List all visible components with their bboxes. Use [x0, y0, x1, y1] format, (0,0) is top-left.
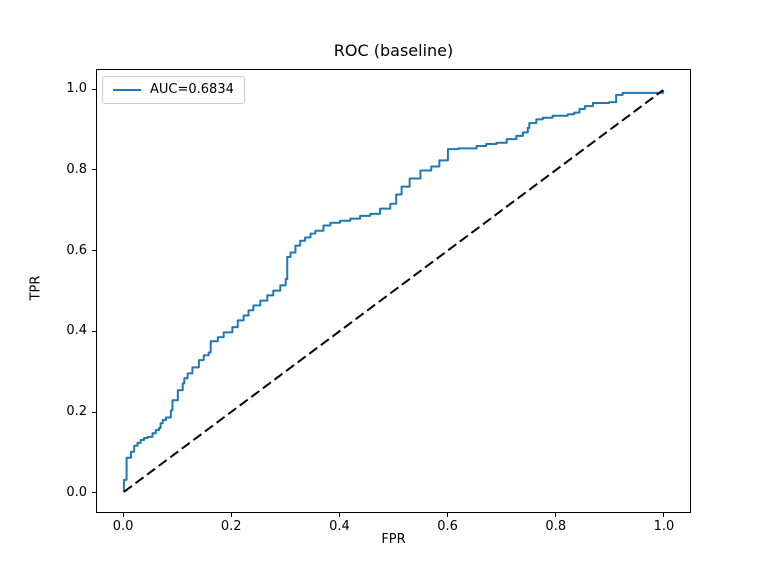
y-tick-mark [92, 88, 96, 90]
y-tick-label: 0.6 [66, 242, 87, 258]
y-tick-mark [92, 492, 96, 494]
y-tick-label: 0.0 [66, 484, 87, 500]
y-tick-mark [92, 169, 96, 171]
legend: AUC=0.6834 [102, 76, 245, 104]
x-tick-mark [555, 513, 557, 517]
plot-area [96, 69, 691, 513]
legend-label: AUC=0.6834 [150, 82, 234, 97]
y-tick-mark [92, 411, 96, 413]
y-tick-mark [92, 250, 96, 252]
x-tick-label: 0.8 [545, 519, 567, 534]
x-axis-label: FPR [381, 532, 406, 547]
plot-canvas [122, 89, 665, 493]
x-tick-mark [230, 513, 232, 517]
y-tick-label: 0.2 [66, 404, 87, 420]
y-axis-label: TPR [28, 275, 44, 301]
x-tick-label: 0.4 [329, 519, 350, 534]
chart-title: ROC (baseline) [333, 41, 454, 60]
y-tick-label: 0.8 [66, 161, 87, 177]
x-tick-mark [338, 513, 340, 517]
x-tick-label: 0.6 [437, 519, 458, 534]
chance-diagonal-line [123, 89, 664, 493]
x-tick-mark [447, 513, 449, 517]
y-tick-label: 0.4 [66, 323, 87, 339]
x-tick-label: 1.0 [653, 519, 675, 534]
legend-line-sample [113, 89, 141, 91]
x-tick-label: 0.0 [112, 519, 134, 534]
y-tick-mark [92, 330, 96, 332]
x-tick-mark [663, 513, 665, 517]
x-tick-mark [122, 513, 124, 517]
x-tick-label: 0.2 [220, 519, 242, 534]
roc-curve-line [122, 90, 665, 492]
y-tick-label: 1.0 [66, 81, 87, 97]
